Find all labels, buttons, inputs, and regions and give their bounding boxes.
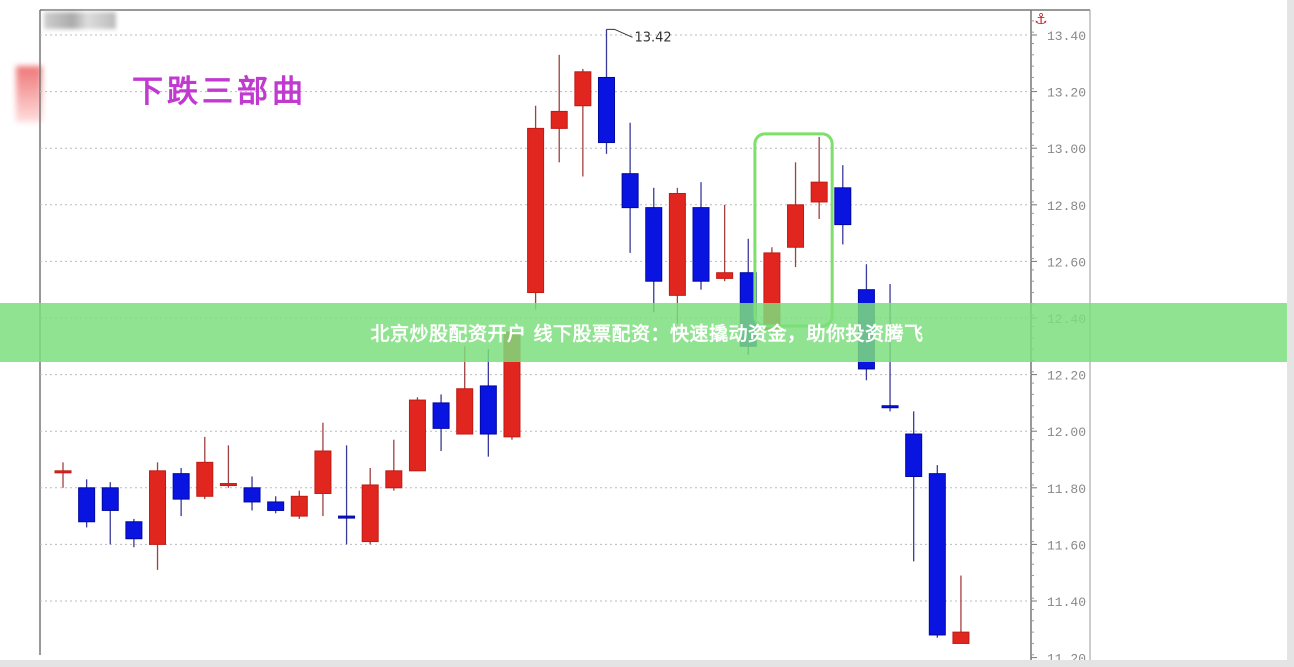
- candle-body: [290, 495, 308, 517]
- candle-body: [408, 399, 426, 472]
- candle: [574, 68, 592, 177]
- y-tick-label: 12.80: [1047, 199, 1086, 214]
- page-gutter-bottom: [0, 660, 1294, 667]
- candle-body: [456, 388, 474, 435]
- candle: [621, 122, 639, 253]
- candle-body: [716, 272, 734, 279]
- y-tick-label: 11.80: [1047, 482, 1086, 497]
- candle-body: [314, 450, 332, 494]
- candle-body: [621, 173, 639, 209]
- candle: [125, 518, 143, 548]
- blurred-logo: [44, 12, 116, 29]
- candle: [54, 462, 72, 488]
- candle-body: [905, 433, 923, 477]
- candle: [243, 476, 261, 511]
- candle: [219, 445, 237, 488]
- candle: [78, 479, 96, 528]
- annotation-label: 13.42: [634, 30, 671, 45]
- banner-text: 北京炒股配资开户 线下股票配资：快速撬动资金，助你投资腾飞: [370, 323, 924, 345]
- candle-body: [810, 181, 828, 203]
- candle-body: [385, 470, 403, 489]
- candle-body: [527, 127, 545, 294]
- candle-body: [787, 204, 805, 248]
- y-tick-label: 13.00: [1047, 142, 1086, 157]
- candle-body: [645, 207, 663, 282]
- anchor-icon: ⚓: [1034, 10, 1047, 28]
- candle-body: [550, 110, 568, 129]
- candle: [149, 462, 167, 570]
- candle: [645, 187, 663, 313]
- candle-body: [219, 483, 237, 487]
- y-tick-label: 12.60: [1047, 255, 1086, 270]
- candle: [290, 490, 308, 519]
- candle-body: [928, 473, 946, 636]
- candle-body: [479, 385, 497, 435]
- candle-body: [361, 484, 379, 543]
- candle-body: [338, 515, 356, 519]
- candle-body: [952, 631, 970, 644]
- candle: [597, 29, 615, 154]
- candle: [267, 496, 285, 514]
- candle-body: [692, 207, 710, 282]
- candle: [432, 394, 450, 452]
- y-tick-label: 12.20: [1047, 369, 1086, 384]
- promo-banner[interactable]: 北京炒股配资开户 线下股票配资：快速撬动资金，助你投资腾飞: [0, 303, 1294, 362]
- candle-body: [54, 470, 72, 474]
- candle-body: [243, 487, 261, 503]
- page-gutter: [1287, 0, 1294, 667]
- candle-body: [196, 461, 214, 497]
- y-tick-label: 11.40: [1047, 595, 1086, 610]
- candle-body: [574, 71, 592, 107]
- candle: [527, 105, 545, 310]
- candle-body: [597, 76, 615, 144]
- candle-body: [432, 402, 450, 429]
- candle: [952, 575, 970, 644]
- candle: [479, 349, 497, 457]
- candle: [668, 187, 686, 324]
- candle: [787, 162, 805, 268]
- y-tick-label: 13.40: [1047, 29, 1086, 44]
- candle: [550, 54, 568, 163]
- candle-body: [834, 187, 852, 226]
- candle-body: [78, 487, 96, 523]
- candle: [928, 465, 946, 638]
- chart-title: 下跌三部曲: [132, 74, 307, 110]
- candle-body: [668, 192, 686, 296]
- candle: [314, 422, 332, 517]
- candle: [361, 467, 379, 545]
- candle: [456, 346, 474, 435]
- candle-body: [881, 405, 899, 409]
- candle: [385, 439, 403, 491]
- y-tick-label: 12.00: [1047, 425, 1086, 440]
- candle: [101, 482, 119, 545]
- annotation-leader: [606, 28, 633, 38]
- candle: [692, 182, 710, 290]
- candle: [716, 204, 734, 282]
- y-tick-label: 13.20: [1047, 86, 1086, 101]
- candle-body: [172, 473, 190, 500]
- candle: [196, 436, 214, 500]
- candle: [408, 397, 426, 472]
- y-tick-label: 11.60: [1047, 538, 1086, 553]
- candle: [810, 136, 828, 219]
- candle-body: [125, 521, 143, 540]
- candle-body: [149, 470, 167, 545]
- candle-body: [267, 501, 285, 511]
- candle: [172, 467, 190, 517]
- candle: [834, 165, 852, 245]
- candle-body: [101, 487, 119, 511]
- candle: [905, 411, 923, 562]
- blurred-decoration: [16, 66, 42, 122]
- candle: [338, 445, 356, 545]
